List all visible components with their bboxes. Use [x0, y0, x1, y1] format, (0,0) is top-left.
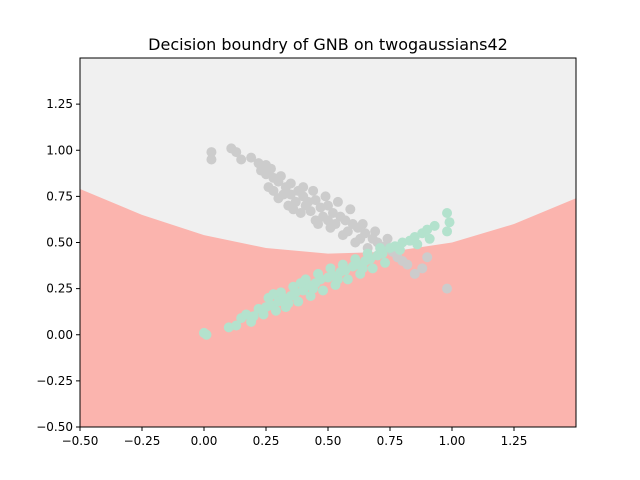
point-series-0: [278, 189, 289, 200]
point-series-1: [258, 309, 269, 320]
point-series-0: [295, 207, 306, 218]
point-series-0: [350, 237, 361, 248]
point-series-0: [357, 219, 368, 230]
point-series-0: [298, 182, 309, 193]
point-series-1: [295, 278, 306, 289]
y-tick-label: 0.50: [46, 236, 73, 250]
point-series-0: [206, 147, 217, 158]
point-series-0: [337, 230, 348, 241]
point-series-0: [332, 196, 343, 207]
point-series-1: [318, 285, 329, 296]
point-series-1: [270, 305, 281, 316]
point-series-1: [394, 244, 405, 255]
point-series-1: [283, 298, 294, 309]
x-tick-label: 0.00: [191, 434, 218, 448]
point-series-1: [442, 226, 453, 237]
point-series-1: [308, 283, 319, 294]
point-series-0: [310, 215, 321, 226]
point-series-0: [263, 182, 274, 193]
point-series-1: [246, 316, 257, 327]
y-tick-label: 1.25: [46, 97, 73, 111]
chart-title: Decision boundry of GNB on twogaussians4…: [148, 35, 508, 54]
point-series-0: [275, 171, 286, 182]
point-series-1: [429, 220, 440, 231]
point-series-0: [265, 163, 276, 174]
point-series-1: [412, 239, 423, 250]
point-series-1: [375, 243, 386, 254]
point-series-1: [367, 263, 378, 274]
decision-regions: [80, 58, 576, 427]
point-series-1: [424, 233, 435, 244]
point-series-0: [320, 191, 331, 202]
point-series-1: [362, 248, 373, 259]
point-series-1: [422, 224, 433, 235]
point-series-0: [382, 233, 393, 244]
point-series-0: [422, 252, 433, 263]
point-series-1: [288, 281, 299, 292]
point-series-0: [236, 154, 247, 165]
x-tick-label: −0.50: [62, 434, 99, 448]
point-series-0: [308, 185, 319, 196]
point-series-0: [323, 200, 333, 211]
scatter-points: [199, 143, 455, 340]
y-tick-label: 0.75: [46, 189, 73, 203]
point-series-0: [340, 215, 351, 226]
point-series-1: [350, 254, 361, 265]
point-series-1: [325, 263, 336, 274]
point-series-1: [332, 274, 343, 285]
point-series-1: [357, 263, 368, 274]
x-tick-label: 1.25: [501, 434, 528, 448]
point-series-0: [256, 165, 267, 176]
x-tick-label: 0.75: [377, 434, 404, 448]
point-series-0: [300, 200, 311, 211]
point-series-1: [201, 329, 212, 340]
x-tick-label: 0.50: [315, 434, 342, 448]
point-series-1: [337, 259, 348, 270]
y-tick-label: −0.25: [36, 374, 73, 388]
point-series-0: [345, 204, 356, 215]
point-series-1: [342, 274, 353, 285]
point-series-0: [246, 152, 257, 163]
point-series-0: [327, 207, 338, 218]
point-series-0: [231, 147, 242, 158]
point-series-0: [409, 268, 420, 279]
point-series-1: [313, 268, 324, 279]
point-series-0: [285, 189, 296, 200]
point-series-1: [380, 257, 391, 268]
y-tick-label: 1.00: [46, 143, 73, 157]
x-tick-label: 1.00: [439, 434, 466, 448]
point-series-0: [370, 226, 381, 237]
point-series-0: [402, 259, 413, 270]
y-tick-label: −0.50: [36, 420, 73, 434]
y-tick-label: 0.00: [46, 328, 73, 342]
point-series-1: [268, 289, 279, 300]
point-series-0: [323, 215, 333, 226]
point-series-0: [206, 154, 217, 165]
point-series-1: [231, 320, 242, 331]
x-tick-label: −0.25: [124, 434, 161, 448]
point-series-1: [293, 296, 304, 307]
x-axis: −0.50 −0.25 0.00 0.25 0.50 0.75 1.00 1.25: [62, 427, 528, 448]
point-series-0: [417, 263, 428, 274]
y-axis: −0.50 −0.25 0.00 0.25 0.50 0.75 1.00 1.25: [36, 97, 80, 434]
point-series-0: [285, 178, 296, 189]
x-tick-label: 0.25: [253, 434, 280, 448]
lower-region: [80, 188, 576, 427]
y-tick-label: 0.25: [46, 282, 73, 296]
point-series-0: [310, 195, 321, 206]
point-series-0: [288, 204, 299, 215]
point-series-0: [442, 283, 453, 294]
point-series-1: [444, 217, 455, 228]
point-series-1: [442, 207, 453, 218]
